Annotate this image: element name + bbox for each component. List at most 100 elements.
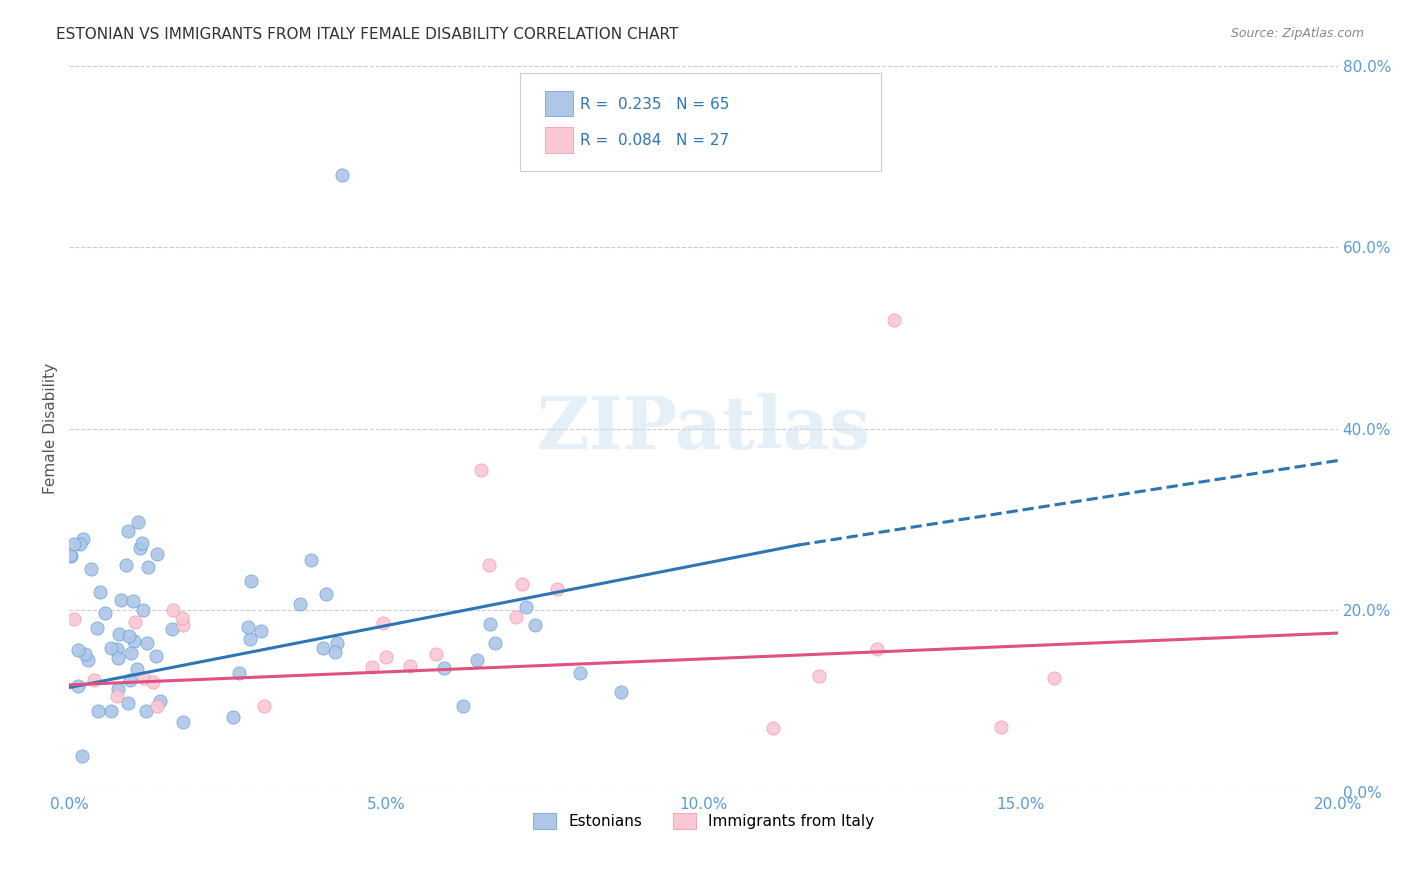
Point [470, 462, 492, 476]
Point [115, 558, 138, 572]
Point [250, 624, 273, 639]
Point [60, 549, 83, 563]
Point [808, 669, 831, 683]
Point [990, 721, 1012, 735]
Point [70, 748, 93, 763]
Point [465, 652, 488, 666]
Text: R =  0.235   N = 65: R = 0.235 N = 65 [581, 96, 730, 112]
Point [66, 643, 89, 657]
Point [547, 582, 569, 597]
Point [299, 553, 322, 567]
FancyBboxPatch shape [519, 73, 882, 171]
Point [108, 626, 131, 640]
Point [110, 593, 132, 607]
Point [131, 535, 153, 549]
Point [172, 611, 194, 625]
Point [89, 585, 111, 599]
Point [1042, 671, 1064, 685]
Point [609, 684, 631, 698]
Point [83, 673, 105, 688]
Point [132, 671, 155, 685]
Point [398, 658, 420, 673]
Point [222, 709, 245, 723]
Y-axis label: Female Disability: Female Disability [44, 363, 58, 494]
Point [72, 532, 94, 546]
Point [124, 634, 146, 648]
Point [79, 561, 101, 575]
Point [883, 313, 905, 327]
Point [330, 168, 353, 182]
Point [135, 704, 157, 718]
Point [360, 659, 382, 673]
Point [146, 698, 169, 713]
Point [866, 642, 889, 657]
Legend: Estonians, Immigrants from Italy: Estonians, Immigrants from Italy [527, 807, 880, 835]
Point [127, 662, 149, 676]
Text: Source: ZipAtlas.com: Source: ZipAtlas.com [1230, 27, 1364, 40]
Point [145, 547, 167, 561]
Point [512, 576, 534, 591]
Point [142, 675, 165, 690]
Point [373, 616, 395, 631]
Point [515, 599, 537, 614]
Point [69, 536, 91, 550]
Bar [546, 128, 572, 153]
Point [149, 693, 172, 707]
Point [66, 679, 89, 693]
Point [122, 594, 145, 608]
Text: ESTONIAN VS IMMIGRANTS FROM ITALY FEMALE DISABILITY CORRELATION CHART: ESTONIAN VS IMMIGRANTS FROM ITALY FEMALE… [56, 27, 679, 42]
Point [127, 515, 149, 529]
Point [433, 661, 456, 675]
Point [124, 615, 146, 629]
Point [323, 645, 346, 659]
Point [484, 636, 506, 650]
Point [145, 649, 167, 664]
Point [117, 697, 139, 711]
Point [236, 620, 259, 634]
Point [131, 603, 153, 617]
Point [762, 721, 785, 735]
Point [374, 650, 396, 665]
Point [107, 682, 129, 697]
Point [315, 586, 337, 600]
Point [129, 541, 152, 556]
Point [105, 690, 128, 704]
Point [239, 632, 262, 646]
Point [568, 665, 591, 680]
Point [107, 651, 129, 665]
Bar [546, 91, 572, 117]
Point [77, 653, 100, 667]
Text: R =  0.084   N = 27: R = 0.084 N = 27 [581, 133, 730, 148]
Point [425, 647, 447, 661]
Point [479, 616, 502, 631]
Point [87, 704, 110, 718]
Point [100, 705, 122, 719]
Point [162, 603, 184, 617]
Point [239, 574, 262, 588]
Point [86, 621, 108, 635]
Point [172, 714, 194, 729]
Point [136, 560, 159, 574]
Point [105, 642, 128, 657]
Point [59, 549, 82, 563]
Point [253, 698, 276, 713]
Point [135, 635, 157, 649]
Point [478, 558, 501, 573]
Point [62, 537, 84, 551]
Point [160, 622, 183, 636]
Point [451, 698, 474, 713]
Point [75, 648, 97, 662]
Point [120, 646, 142, 660]
Point [118, 629, 141, 643]
Point [94, 606, 117, 620]
Point [524, 617, 547, 632]
Point [118, 673, 141, 687]
Point [312, 641, 335, 656]
Point [228, 666, 250, 681]
Point [326, 636, 349, 650]
Point [117, 524, 139, 538]
Point [62, 612, 84, 626]
Point [172, 618, 194, 632]
Point [288, 598, 311, 612]
Point [100, 640, 122, 655]
